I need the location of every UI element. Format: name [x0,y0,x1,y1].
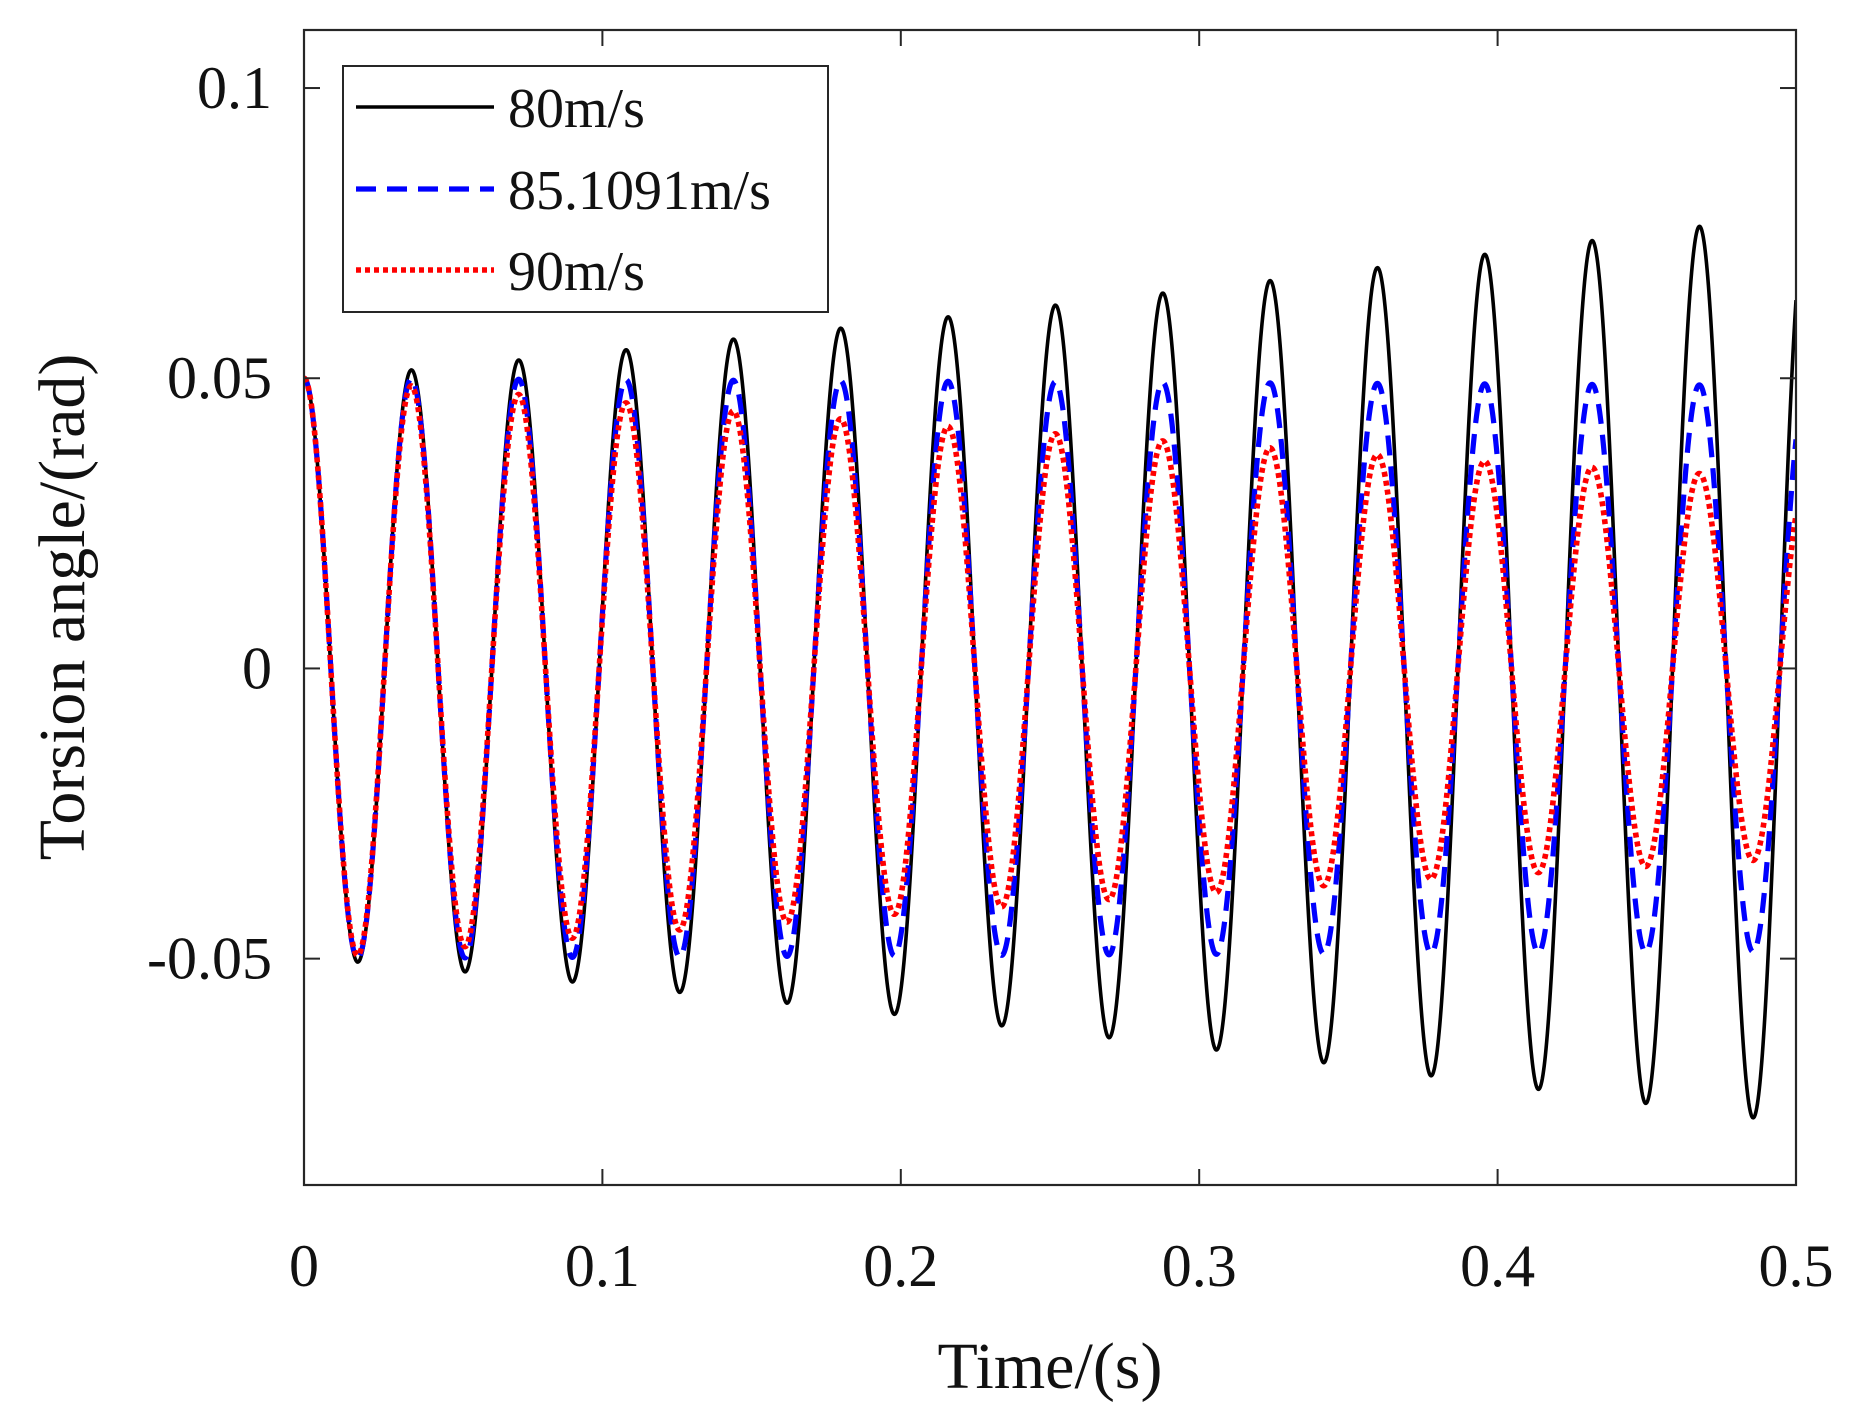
x-tick-label: 0.4 [1460,1233,1535,1299]
x-axis-label: Time/(s) [938,1330,1163,1403]
x-axis-ticks: 0 0.1 0.2 0.3 0.4 0.5 [289,30,1834,1299]
legend-label-85-1091: 85.1091m/s [508,160,771,222]
legend: 80m/s 85.1091m/s 90m/s [342,65,829,313]
y-axis-label: Torsion angle/(rad) [26,354,99,861]
y-tick-label: 0.05 [167,345,272,411]
y-tick-label: 0 [242,635,272,701]
legend-label-80: 80m/s [508,78,645,140]
x-tick-label: 0 [289,1233,319,1299]
x-tick-label: 0.3 [1162,1233,1237,1299]
x-tick-label: 0.1 [565,1233,640,1299]
series-layer [304,224,1796,1120]
plot-area-frame [302,28,1798,1187]
x-tick-label: 0.2 [863,1233,938,1299]
x-tick-label: 0.5 [1759,1233,1834,1299]
legend-label-90: 90m/s [508,241,645,303]
y-axis-ticks: 0.1 0.05 0 -0.05 [147,55,1796,992]
y-tick-label: 0.1 [197,55,272,121]
series-line-90m-s [304,375,1796,959]
y-tick-label: -0.05 [147,926,272,992]
